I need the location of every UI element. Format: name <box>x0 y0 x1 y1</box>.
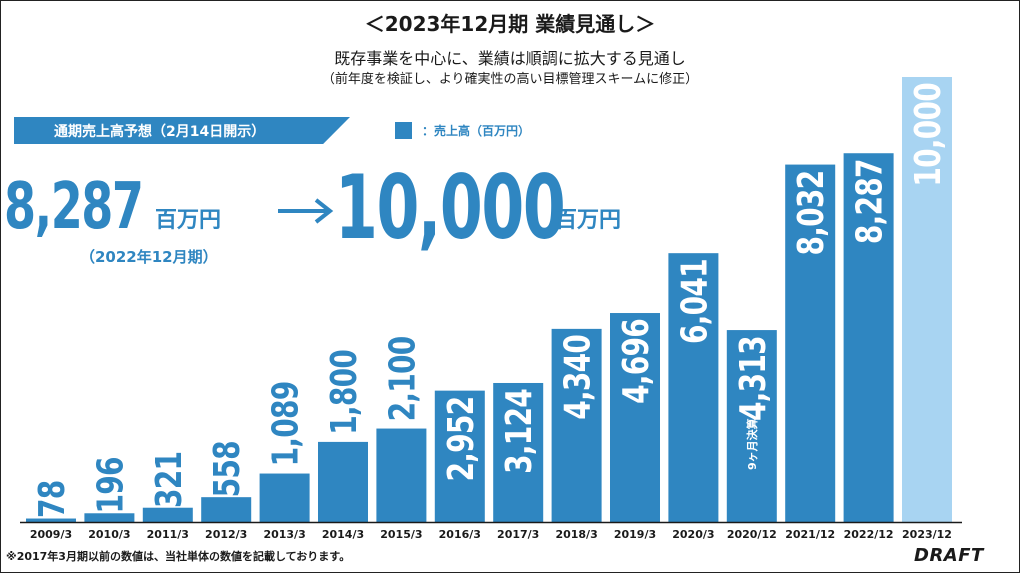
x-tick-label: 2009/3 <box>30 528 72 541</box>
forecast-sales-value: 10,000 <box>335 156 566 259</box>
forecast-banner <box>14 117 350 144</box>
bar-2021-12 <box>785 164 836 523</box>
current-sales-unit: 百万円 <box>155 208 222 233</box>
x-tick-label: 2017/3 <box>497 528 539 541</box>
x-tick-label: 2020/3 <box>672 528 714 541</box>
bar-2016-3 <box>434 390 485 522</box>
x-tick-label: 2016/3 <box>439 528 481 541</box>
bar-2011-3 <box>142 507 193 522</box>
x-tick-label: 2019/3 <box>614 528 656 541</box>
data-label: 8,032 <box>790 171 832 256</box>
bar-annotation: 9ヶ月決算 <box>745 418 759 470</box>
data-label: 4,340 <box>556 335 598 420</box>
arrow-right-icon <box>278 198 334 224</box>
bar-2020-12 <box>726 330 777 522</box>
bar-2018-3 <box>551 328 602 522</box>
x-tick-label: 2014/3 <box>322 528 364 541</box>
current-sales-value: 8,287 <box>4 170 144 244</box>
data-label: 78 <box>31 481 73 518</box>
data-label: 10,000 <box>907 83 949 187</box>
data-label: 1,089 <box>264 382 306 467</box>
x-tick-label: 2011/3 <box>147 528 189 541</box>
bar-2022-12 <box>843 153 894 522</box>
data-label: 3,124 <box>498 389 540 474</box>
data-label: 321 <box>147 452 189 508</box>
x-tick-label: 2013/3 <box>263 528 305 541</box>
x-tick-label: 2010/3 <box>88 528 130 541</box>
x-tick-label: 2022/12 <box>844 528 894 541</box>
x-tick-label: 2015/3 <box>380 528 422 541</box>
page-note: （前年度を検証し、より確実性の高い目標管理スキームに修正） <box>321 72 699 87</box>
legend-swatch <box>395 122 412 139</box>
x-tick-label: 2018/3 <box>555 528 597 541</box>
forecast-banner-label: 通期売上高予想（2月14日開示） <box>54 124 266 140</box>
data-label: 8,287 <box>848 159 890 244</box>
bar-2023-12 <box>902 77 952 522</box>
bar-2014-3 <box>318 441 368 522</box>
bar-2012-3 <box>201 497 252 522</box>
bar-2010-3 <box>84 513 135 522</box>
data-label: 6,041 <box>673 259 715 344</box>
bar-2015-3 <box>376 428 427 522</box>
data-label: 1,800 <box>323 350 365 435</box>
data-label: 558 <box>206 441 248 497</box>
x-tick-label: 2021/12 <box>785 528 835 541</box>
bar-2019-3 <box>610 313 660 522</box>
company-logo: DRAFT <box>914 545 984 566</box>
data-label: 2,100 <box>381 337 423 422</box>
page-title: ＜2023年12月期 業績見通し＞ <box>364 12 656 36</box>
data-label: 2,952 <box>439 397 481 482</box>
bar-2009-3 <box>26 518 76 522</box>
bar-2020-3 <box>668 253 719 522</box>
data-label: 4,696 <box>615 319 657 404</box>
data-label: 4,313 <box>731 336 773 421</box>
x-tick-label: 2020/12 <box>727 528 777 541</box>
bar-2013-3 <box>259 473 310 522</box>
data-label: 196 <box>89 457 131 513</box>
bar-2017-3 <box>493 382 544 522</box>
current-sales-period: （2022年12月期） <box>80 248 218 266</box>
footnote: ※2017年3月期以前の数値は、当社単体の数値を記載しております。 <box>6 550 351 563</box>
page-subtitle: 既存事業を中心に、業績は順調に拡大する見通し <box>334 49 686 68</box>
x-tick-label: 2012/3 <box>205 528 247 541</box>
forecast-sales-unit: 百万円 <box>555 208 622 233</box>
x-tick-label: 2023/12 <box>902 528 952 541</box>
legend-label: ：売上高（百万円） <box>422 124 531 138</box>
